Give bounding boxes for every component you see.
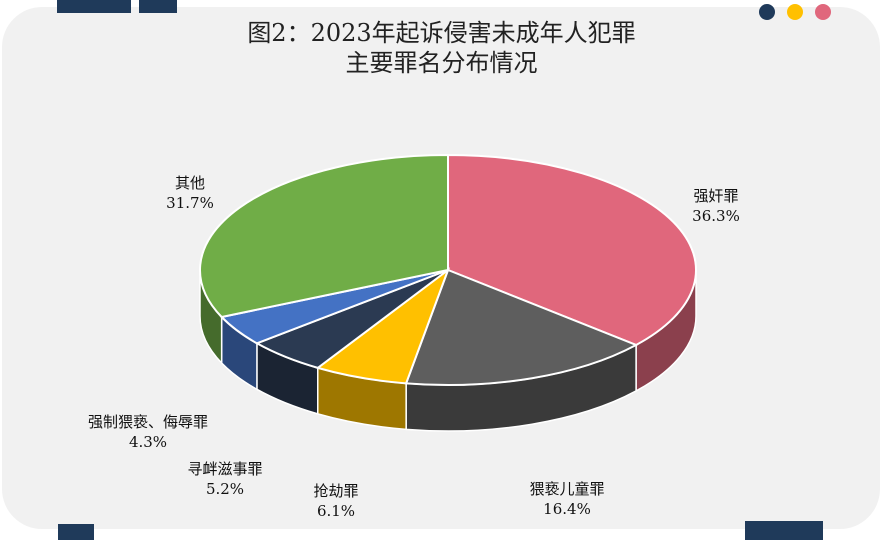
slice-label-child-molestation-value: 16.4% bbox=[543, 500, 591, 518]
slice-label-robbery-value: 6.1% bbox=[316, 502, 356, 520]
slice-label-rape: 强奸罪 36.3% bbox=[692, 186, 740, 226]
slice-label-rape-value: 36.3% bbox=[692, 207, 740, 225]
decor-dot-navy bbox=[759, 4, 775, 20]
chart-title: 图2：2023年起诉侵害未成年人犯罪 bbox=[247, 19, 636, 47]
pie-top-faces bbox=[199, 153, 697, 386]
slice-label-robbery-name: 抢劫罪 bbox=[313, 482, 359, 500]
slice-label-provoking-trouble-value: 5.2% bbox=[205, 480, 245, 498]
slice-label-rape-name: 强奸罪 bbox=[693, 187, 739, 205]
decor-bar-top-left bbox=[57, 0, 131, 13]
slice-label-robbery: 抢劫罪 6.1% bbox=[313, 481, 358, 521]
slice-label-provoking-trouble-name: 寻衅滋事罪 bbox=[187, 460, 263, 478]
slice-label-other-value: 31.7% bbox=[166, 194, 214, 212]
decor-bar-bottom-left bbox=[58, 524, 94, 540]
slice-label-other: 其他 31.7% bbox=[166, 173, 214, 213]
pie-side-walls bbox=[199, 269, 697, 432]
slice-label-child-molestation: 猥亵儿童罪 16.4% bbox=[529, 479, 604, 519]
decor-bar-bottom-right bbox=[745, 521, 823, 540]
decor-dot-yellow bbox=[787, 4, 803, 20]
slice-label-forcible-indecency-value: 4.3% bbox=[128, 433, 168, 451]
slice-label-child-molestation-name: 猥亵儿童罪 bbox=[529, 480, 605, 498]
slice-label-forcible-indecency-name: 强制猥亵、侮辱罪 bbox=[87, 413, 209, 431]
chart-subtitle: 主要罪名分布情况 bbox=[345, 49, 538, 77]
slice-label-forcible-indecency: 强制猥亵、侮辱罪 4.3% bbox=[88, 412, 208, 452]
pie-slice-0 bbox=[447, 153, 697, 347]
decor-dot-pink bbox=[815, 4, 831, 20]
slice-label-provoking-trouble: 寻衅滋事罪 5.2% bbox=[187, 459, 262, 499]
pie-slice-5 bbox=[199, 153, 449, 319]
pie-slice-1 bbox=[404, 268, 639, 386]
decor-bar-top-left-small bbox=[139, 0, 177, 13]
slice-label-other-name: 其他 bbox=[174, 174, 205, 192]
